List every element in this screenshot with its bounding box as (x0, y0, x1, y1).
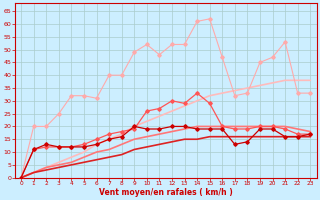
X-axis label: Vent moyen/en rafales ( km/h ): Vent moyen/en rafales ( km/h ) (99, 188, 233, 197)
